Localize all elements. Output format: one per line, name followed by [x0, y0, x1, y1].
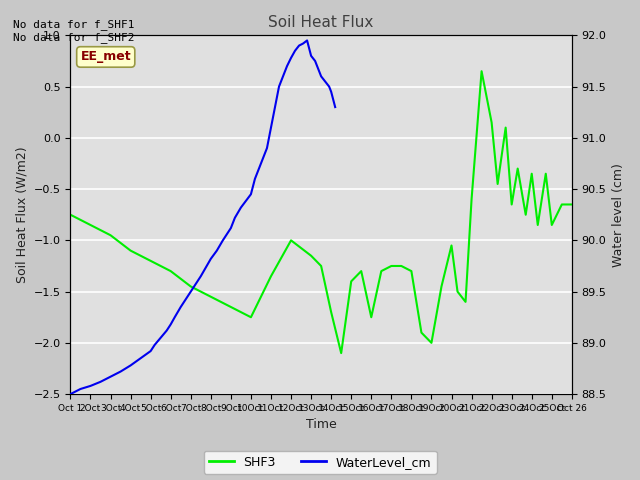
- Title: Soil Heat Flux: Soil Heat Flux: [268, 15, 374, 30]
- X-axis label: Time: Time: [306, 419, 337, 432]
- Y-axis label: Soil Heat Flux (W/m2): Soil Heat Flux (W/m2): [15, 146, 28, 283]
- Y-axis label: Water level (cm): Water level (cm): [612, 163, 625, 267]
- Legend: SHF3, WaterLevel_cm: SHF3, WaterLevel_cm: [204, 451, 436, 474]
- Text: EE_met: EE_met: [81, 50, 131, 63]
- Text: No data for f_SHF1
No data for f_SHF2: No data for f_SHF1 No data for f_SHF2: [13, 19, 134, 43]
